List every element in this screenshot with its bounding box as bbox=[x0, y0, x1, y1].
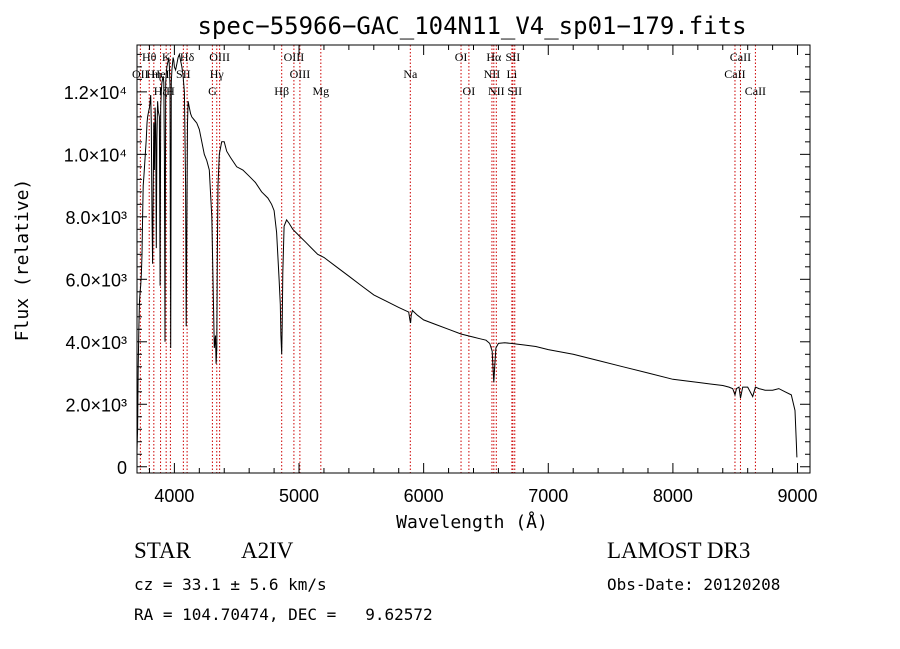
spectral-line-label: Hβ bbox=[274, 84, 289, 98]
survey-name: LAMOST DR3 bbox=[607, 538, 751, 563]
spectral-line-label: OIII bbox=[290, 67, 311, 81]
plot-frame bbox=[136, 44, 811, 474]
coordinates-readout: RA = 104.70474, DEC = 9.62572 bbox=[134, 605, 433, 624]
x-tick-label: 6000 bbox=[404, 486, 444, 506]
spectral-line-label: CaII bbox=[745, 84, 766, 98]
spectral-line-label: H bbox=[166, 84, 175, 98]
y-axis-label: Flux (relative) bbox=[12, 179, 33, 342]
spectral-line-label: Na bbox=[403, 67, 418, 81]
x-tick-label: 5000 bbox=[279, 486, 319, 506]
spectrum-line bbox=[136, 52, 798, 458]
spectral-line-label: Li bbox=[507, 67, 518, 81]
x-tick-label: 4000 bbox=[154, 486, 194, 506]
redshift-readout: cz = 33.1 ± 5.6 km/s bbox=[134, 575, 327, 594]
x-tick-label: 8000 bbox=[653, 486, 693, 506]
spectral-line-label: K bbox=[162, 50, 171, 64]
y-tick-label: 8.0×10³ bbox=[65, 208, 127, 228]
spectral-line-markers bbox=[139, 45, 756, 473]
spectral-line-label: Hα bbox=[486, 50, 502, 64]
spectral-line-label: OI bbox=[455, 50, 468, 64]
spectrum-chart: spec−55966−GAC_104N11_V4_sp01−179.fits H… bbox=[12, 12, 818, 533]
spectral-line-label: Hδ bbox=[180, 50, 195, 64]
object-class: STAR bbox=[134, 538, 191, 563]
y-tick-label: 4.0×10³ bbox=[65, 333, 127, 353]
y-tick-label: 0 bbox=[117, 458, 127, 478]
y-tick-label: 1.2×10⁴ bbox=[64, 83, 127, 103]
spectral-line-label: OIII bbox=[284, 50, 305, 64]
x-axis-ticks: 4000 5000 6000 7000 8000 9000 bbox=[148, 45, 818, 506]
spectral-line-label: CaII bbox=[724, 67, 745, 81]
spectral-line-label: Mg bbox=[312, 84, 329, 98]
spectral-line-label: NII bbox=[488, 84, 505, 98]
spectral-line-label: NII bbox=[484, 67, 501, 81]
spectral-line-label: OII bbox=[132, 67, 149, 81]
spectral-line-label: Hθ bbox=[142, 50, 157, 64]
spectral-line-label: SII bbox=[507, 84, 522, 98]
x-tick-label: 9000 bbox=[778, 486, 818, 506]
spectral-line-label: G bbox=[208, 84, 217, 98]
spectral-line-label: HeI bbox=[152, 67, 170, 81]
spectral-line-label: OI bbox=[463, 84, 476, 98]
x-tick-label: 7000 bbox=[528, 486, 568, 506]
spectral-line-label: Hη bbox=[146, 67, 161, 81]
y-tick-label: 2.0×10³ bbox=[65, 395, 127, 415]
y-tick-label: 1.0×10⁴ bbox=[64, 145, 127, 165]
y-axis-ticks: 0 2.0×10³ 4.0×10³ 6.0×10³ 8.0×10³ 1.0×10⁴ 1.2×… bbox=[64, 53, 810, 478]
spectral-line-label: Hγ bbox=[210, 67, 225, 81]
chart-title: spec−55966−GAC_104N11_V4_sp01−179.fits bbox=[197, 12, 746, 40]
spectral-line-label: CaII bbox=[730, 50, 751, 64]
obs-date: Obs-Date: 20120208 bbox=[607, 575, 781, 594]
object-subclass: A2IV bbox=[241, 538, 294, 563]
spectral-line-label: OIII bbox=[209, 50, 230, 64]
y-tick-label: 6.0×10³ bbox=[65, 270, 127, 290]
spectral-line-label: SII bbox=[176, 67, 191, 81]
x-axis-label: Wavelength (Å) bbox=[396, 511, 548, 533]
spectral-line-label: SII bbox=[506, 50, 521, 64]
